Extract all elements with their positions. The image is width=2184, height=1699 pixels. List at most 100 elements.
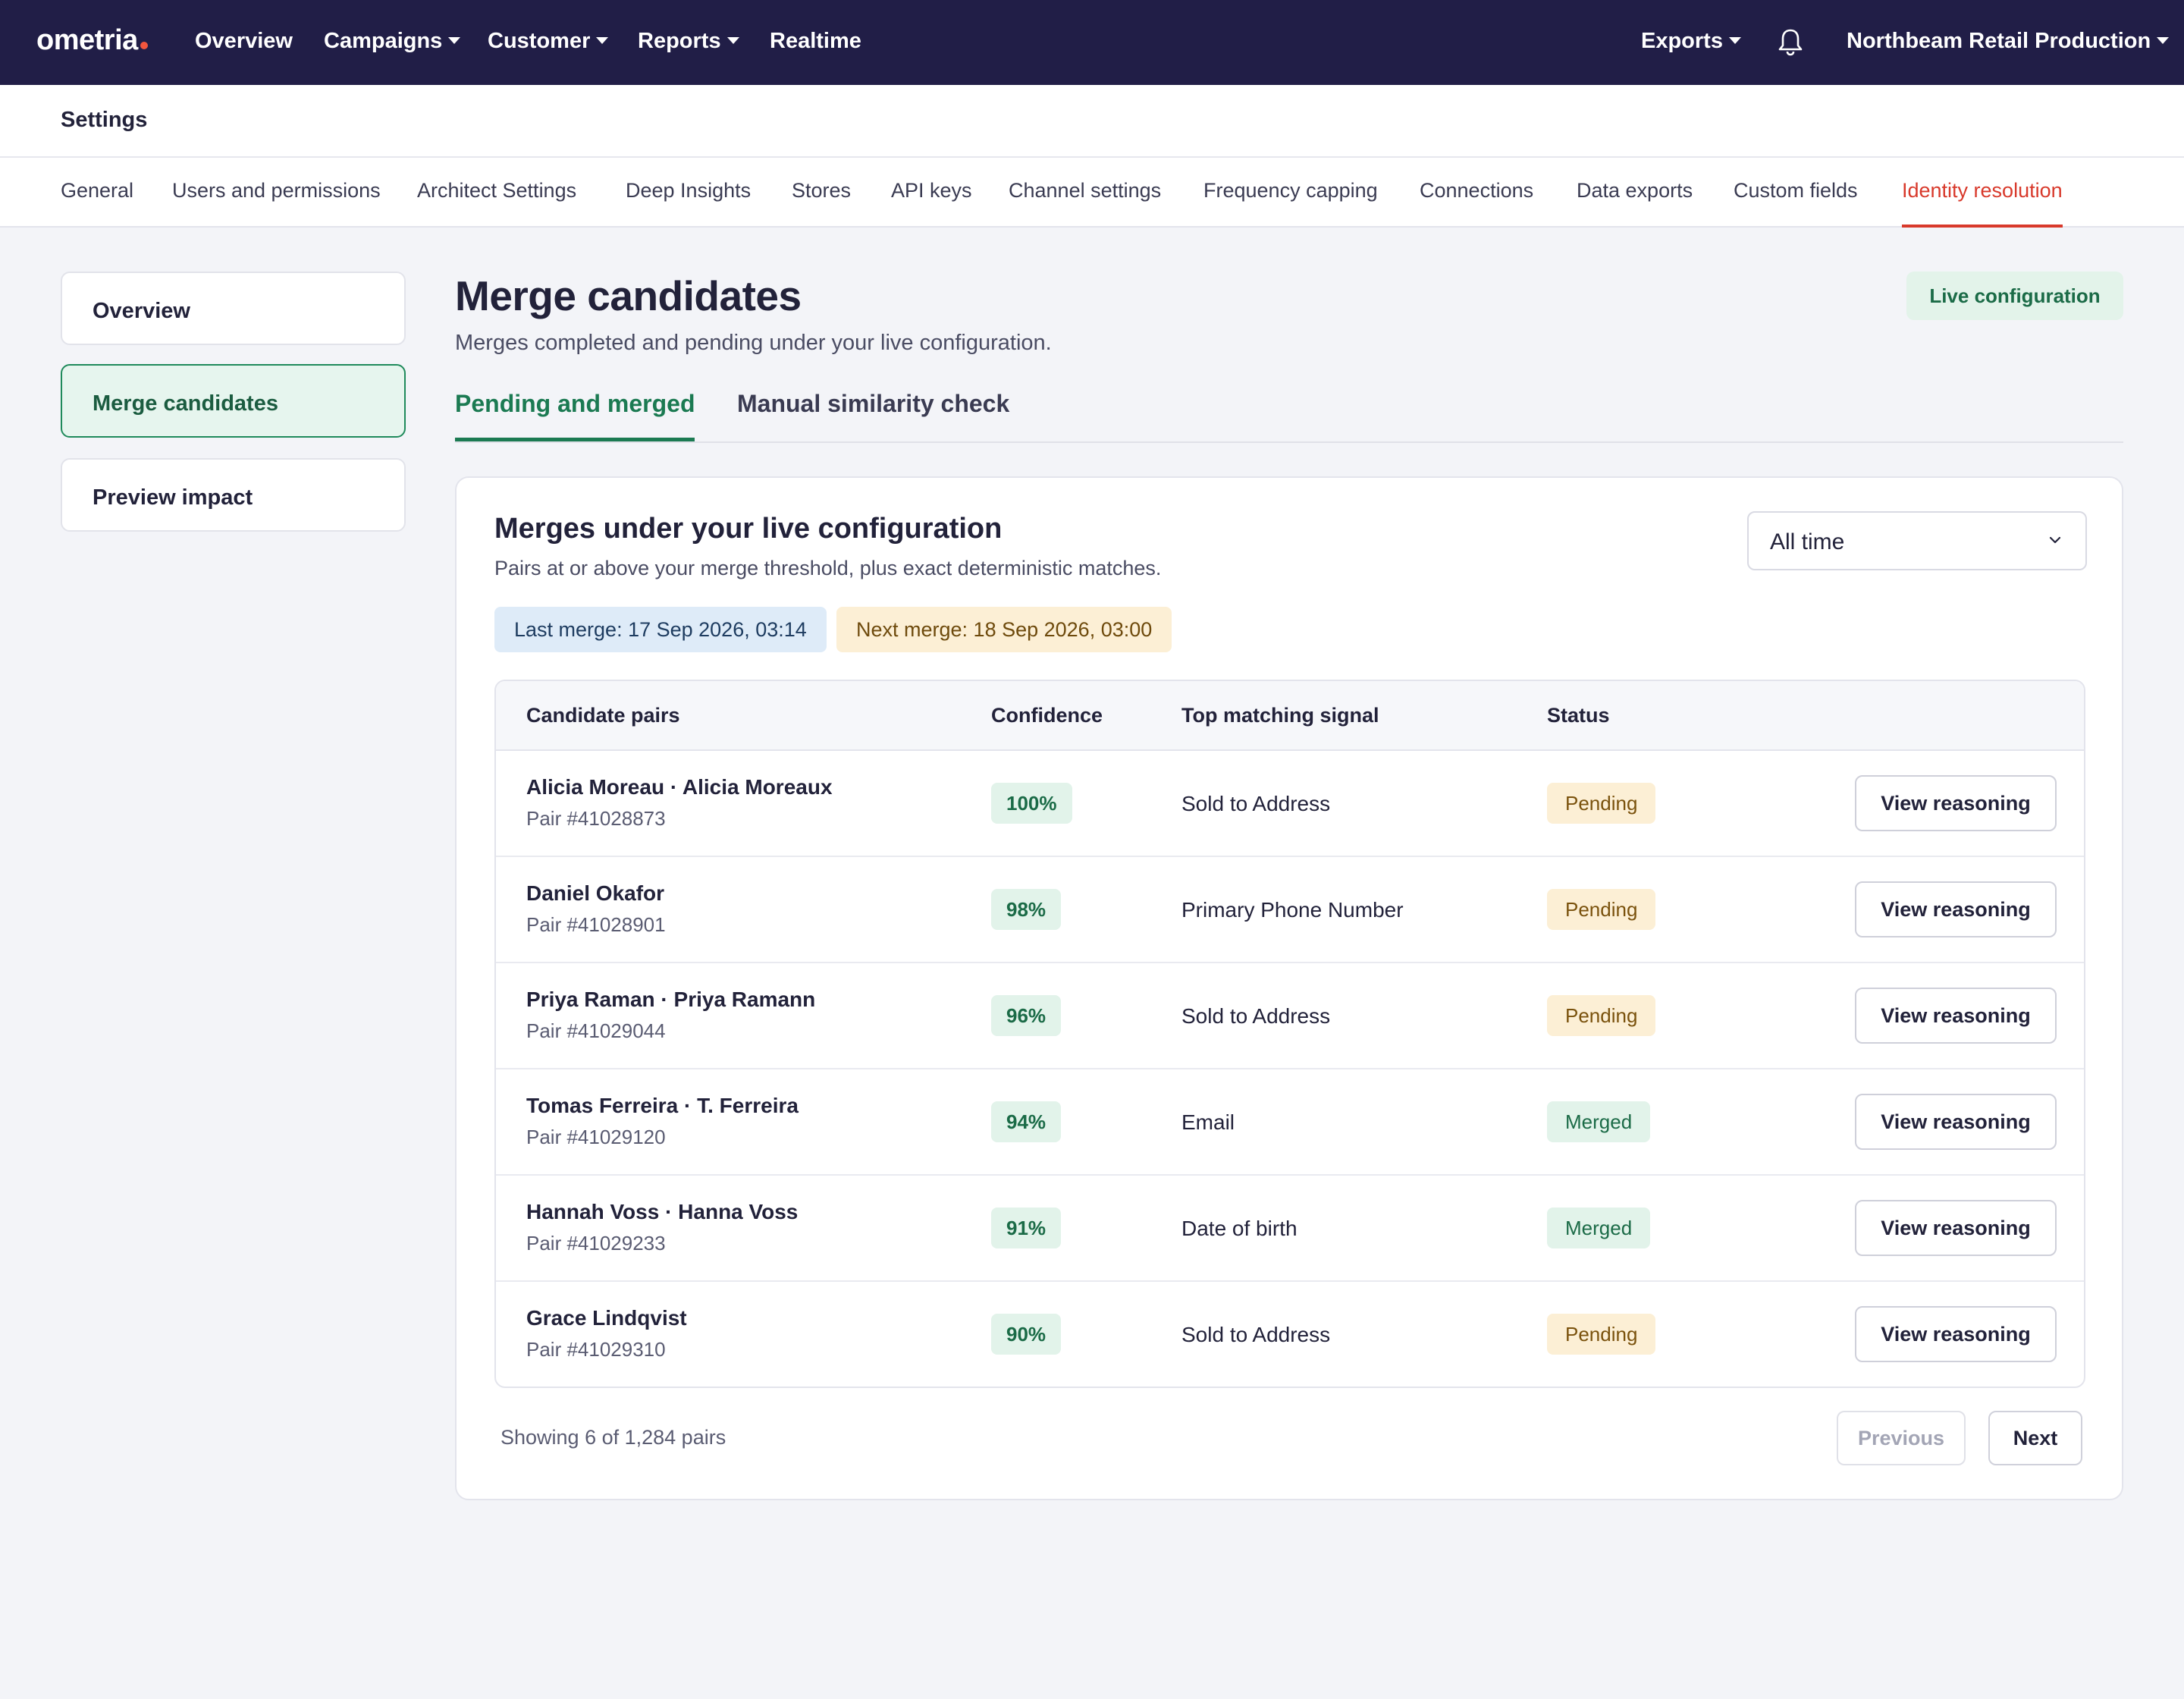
- top-matching-signal: Sold to Address: [1181, 1004, 1331, 1028]
- nav-reports[interactable]: Reports: [638, 29, 739, 54]
- time-range-select[interactable]: All time: [1747, 511, 2087, 570]
- pair-id: Pair #41029044: [526, 1019, 666, 1042]
- view-reasoning-button[interactable]: View reasoning: [1855, 881, 2057, 937]
- pair-id: Pair #41028901: [526, 913, 666, 936]
- column-header-candidate-pairs: Candidate pairs: [526, 704, 680, 727]
- sidebar-item-merge-candidates[interactable]: Merge candidates: [61, 364, 406, 438]
- top-navigation: ometria Overview Campaigns Customer Repo…: [0, 0, 2184, 85]
- table-row: Daniel Okafor Pair #41028901 98% Primary…: [496, 857, 2084, 963]
- table-row: Tomas Ferreira · T. Ferreira Pair #41029…: [496, 1069, 2084, 1176]
- status-badge: Merged: [1547, 1208, 1651, 1248]
- tab-manual-similarity-check[interactable]: Manual similarity check: [737, 390, 1010, 417]
- tab-deep-insights[interactable]: Deep Insights: [626, 179, 752, 202]
- tab-architect-settings[interactable]: Architect Settings: [417, 179, 577, 202]
- table-row: Hannah Voss · Hanna Voss Pair #41029233 …: [496, 1176, 2084, 1282]
- nav-customer[interactable]: Customer: [488, 29, 609, 54]
- column-header-status: Status: [1547, 704, 1610, 727]
- pair-names: Priya Raman · Priya Ramann: [526, 988, 816, 1011]
- chevron-down-icon: [2049, 536, 2061, 544]
- view-reasoning-button[interactable]: View reasoning: [1855, 1306, 2057, 1362]
- pair-names: Hannah Voss · Hanna Voss: [526, 1200, 799, 1223]
- nav-campaigns[interactable]: Campaigns: [324, 29, 461, 54]
- nav-overview[interactable]: Overview: [195, 29, 293, 54]
- confidence-badge: 98%: [991, 889, 1062, 930]
- tab-connections[interactable]: Connections: [1420, 179, 1534, 202]
- tab-pending-and-merged[interactable]: Pending and merged: [455, 390, 695, 441]
- nav-label: Customer: [488, 29, 591, 53]
- settings-header: Settings: [0, 85, 2184, 158]
- top-matching-signal: Sold to Address: [1181, 792, 1331, 815]
- chevron-down-icon: [726, 36, 739, 44]
- pair-id: Pair #41029233: [526, 1232, 666, 1255]
- pair-id: Pair #41029310: [526, 1338, 666, 1361]
- tab-data-exports[interactable]: Data exports: [1577, 179, 1693, 202]
- settings-tabs: General Users and permissions Architect …: [0, 158, 2184, 228]
- tab-identity-resolution[interactable]: Identity resolution: [1902, 179, 2063, 228]
- top-matching-signal: Primary Phone Number: [1181, 898, 1404, 922]
- pair-names: Alicia Moreau · Alicia Moreaux: [526, 775, 833, 799]
- nav-label: Reports: [638, 29, 721, 53]
- tab-custom-fields[interactable]: Custom fields: [1734, 179, 1858, 202]
- next-page-button[interactable]: Next: [1988, 1411, 2082, 1465]
- merges-card: Merges under your live configuration Pai…: [455, 476, 2123, 1500]
- status-badge: Pending: [1547, 995, 1656, 1036]
- sidebar-item-label: Overview: [93, 299, 190, 323]
- sidebar-item-overview[interactable]: Overview: [61, 272, 406, 345]
- last-merge-badge: Last merge: 17 Sep 2026, 03:14: [494, 607, 827, 652]
- nav-label: Exports: [1641, 29, 1723, 53]
- nav-label: Realtime: [770, 29, 861, 53]
- confidence-badge: 100%: [991, 783, 1072, 824]
- chevron-down-icon: [1728, 36, 1741, 44]
- previous-page-button[interactable]: Previous: [1837, 1411, 1966, 1465]
- top-matching-signal: Email: [1181, 1110, 1235, 1134]
- bell-icon[interactable]: [1778, 27, 1803, 56]
- settings-title: Settings: [61, 108, 148, 132]
- account-switcher[interactable]: Northbeam Retail Production: [1847, 29, 2170, 54]
- nav-label: Campaigns: [324, 29, 443, 53]
- tabs-divider: [455, 441, 2123, 443]
- status-badge: Pending: [1547, 889, 1656, 930]
- table-row: Priya Raman · Priya Ramann Pair #4102904…: [496, 963, 2084, 1069]
- card-subtitle: Pairs at or above your merge threshold, …: [494, 557, 1162, 579]
- nav-realtime[interactable]: Realtime: [770, 29, 861, 54]
- account-label: Northbeam Retail Production: [1847, 29, 2151, 53]
- status-badge: Pending: [1547, 783, 1656, 824]
- view-reasoning-button[interactable]: View reasoning: [1855, 1200, 2057, 1256]
- page-title: Merge candidates: [455, 272, 802, 319]
- tab-users-and-permissions[interactable]: Users and permissions: [172, 179, 381, 202]
- confidence-badge: 96%: [991, 995, 1062, 1036]
- sidebar-item-preview-impact[interactable]: Preview impact: [61, 458, 406, 532]
- tab-frequency-capping[interactable]: Frequency capping: [1203, 179, 1378, 202]
- view-reasoning-button[interactable]: View reasoning: [1855, 988, 2057, 1044]
- tab-stores[interactable]: Stores: [792, 179, 852, 202]
- confidence-badge: 90%: [991, 1314, 1062, 1355]
- pair-names: Tomas Ferreira · T. Ferreira: [526, 1094, 799, 1117]
- tab-channel-settings[interactable]: Channel settings: [1009, 179, 1162, 202]
- merge-candidates-table: Candidate pairs Confidence Top matching …: [494, 680, 2085, 1388]
- pair-id: Pair #41028873: [526, 807, 666, 830]
- nav-label: Overview: [195, 29, 293, 53]
- chevron-down-icon: [2157, 36, 2170, 44]
- tab-api-keys[interactable]: API keys: [891, 179, 972, 202]
- view-reasoning-button[interactable]: View reasoning: [1855, 775, 2057, 831]
- table-row: Alicia Moreau · Alicia Moreaux Pair #410…: [496, 751, 2084, 857]
- pair-id: Pair #41029120: [526, 1126, 666, 1148]
- tab-general[interactable]: General: [61, 179, 134, 202]
- select-value: All time: [1770, 529, 1845, 554]
- nav-exports[interactable]: Exports: [1641, 29, 1741, 54]
- top-matching-signal: Date of birth: [1181, 1217, 1298, 1240]
- pair-names: Grace Lindqvist: [526, 1306, 687, 1330]
- logo-dot: [140, 42, 148, 49]
- chevron-down-icon: [448, 36, 461, 44]
- column-header-top-matching-signal: Top matching signal: [1181, 704, 1379, 727]
- view-reasoning-button[interactable]: View reasoning: [1855, 1094, 2057, 1150]
- live-configuration-badge: Live configuration: [1906, 272, 2123, 320]
- table-header: Candidate pairs Confidence Top matching …: [496, 681, 2084, 751]
- chevron-down-icon: [596, 36, 609, 44]
- page-subtitle: Merges completed and pending under your …: [455, 331, 1052, 355]
- ometria-logo[interactable]: ometria: [36, 24, 148, 57]
- card-title: Merges under your live configuration: [494, 513, 1003, 545]
- sidebar-item-label: Preview impact: [93, 485, 253, 510]
- sidebar-item-label: Merge candidates: [93, 391, 278, 416]
- pagination-summary: Showing 6 of 1,284 pairs: [500, 1426, 726, 1449]
